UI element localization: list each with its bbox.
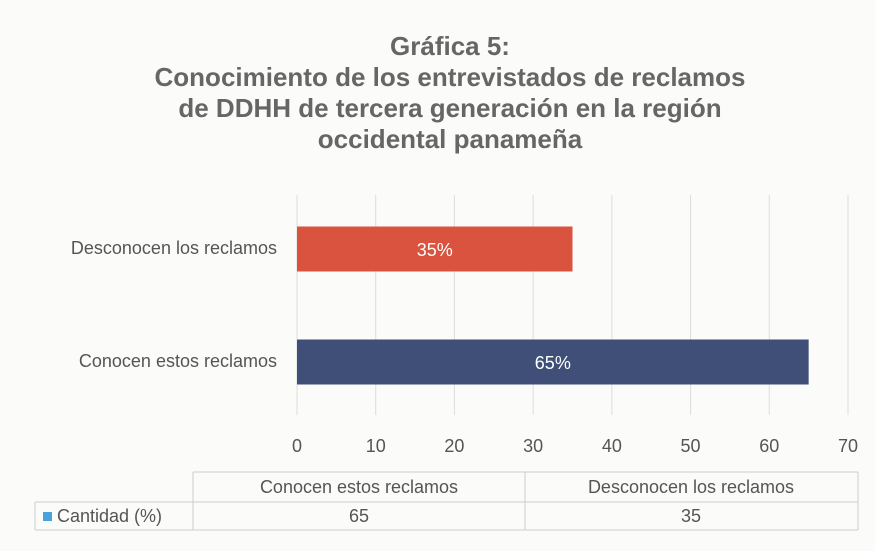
x-tick-label: 10 bbox=[366, 436, 386, 456]
table-row-label: Cantidad (%) bbox=[57, 506, 162, 526]
data-label: 65% bbox=[535, 353, 571, 373]
legend-key bbox=[43, 512, 52, 521]
y-tick-label: Desconocen los reclamos bbox=[71, 238, 277, 258]
table-header: Desconocen los reclamos bbox=[588, 477, 794, 497]
table-cell: 65 bbox=[349, 506, 369, 526]
chart-title: Conocimiento de los entrevistados de rec… bbox=[155, 62, 746, 92]
x-tick-label: 50 bbox=[681, 436, 701, 456]
x-tick-label: 0 bbox=[292, 436, 302, 456]
bar bbox=[297, 226, 573, 272]
x-tick-label: 20 bbox=[444, 436, 464, 456]
chart-title: Gráfica 5: bbox=[390, 31, 510, 61]
x-tick-label: 30 bbox=[523, 436, 543, 456]
x-tick-label: 70 bbox=[838, 436, 858, 456]
chart-title: occidental panameña bbox=[318, 124, 583, 154]
x-tick-label: 40 bbox=[602, 436, 622, 456]
y-tick-label: Conocen estos reclamos bbox=[79, 351, 277, 371]
chart-title: de DDHH de tercera generación en la regi… bbox=[178, 93, 721, 123]
table-header: Conocen estos reclamos bbox=[260, 477, 458, 497]
x-tick-label: 60 bbox=[759, 436, 779, 456]
table-cell: 35 bbox=[681, 506, 701, 526]
bar bbox=[297, 339, 809, 385]
data-label: 35% bbox=[417, 240, 453, 260]
